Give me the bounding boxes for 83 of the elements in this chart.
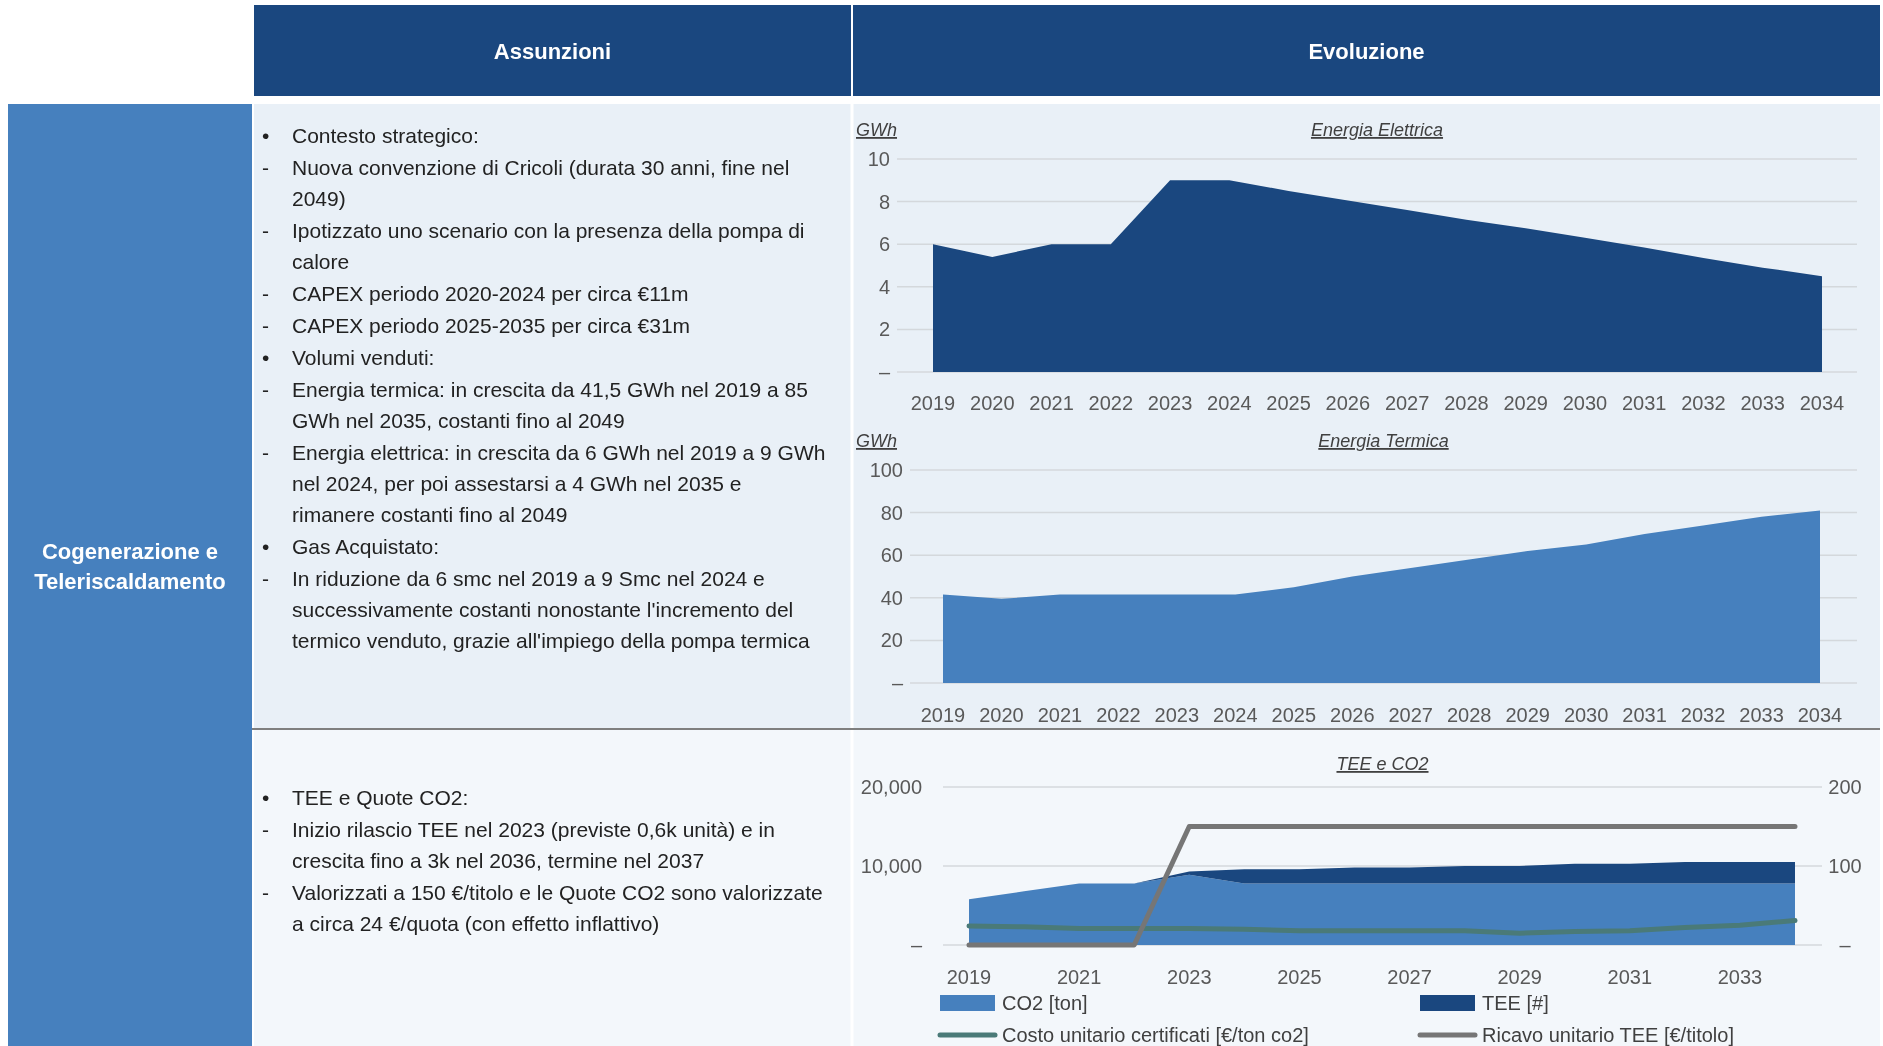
x-tick-label: 2021 [1029, 392, 1074, 414]
x-tick-label: 2021 [1056, 966, 1102, 988]
x-tick-label: 2031 [1622, 704, 1667, 726]
text: • TEE e Quote CO2: [262, 786, 469, 809]
text: - Ipotizzato uno scenario con la presenza della pompa di calore [262, 219, 805, 273]
x-tick-label: 2020 [970, 392, 1015, 414]
x-tick-label: 2032 [1681, 392, 1726, 414]
x-tick-label: 2023 [1147, 392, 1193, 414]
text: - CAPEX periodo 2020-2024 per circa €11m [262, 282, 689, 305]
y2-tick-label: – [1839, 934, 1852, 956]
x-tick-label: 2030 [1563, 704, 1609, 726]
text: • Gas Acquistato: [262, 535, 440, 558]
x-tick-label: 2024 [1213, 704, 1258, 726]
x-tick-label: 2027 [1387, 966, 1432, 988]
x-tick-label: 2031 [1621, 392, 1667, 414]
legend-label: Costo unitario certificati [€/ton co2] [1002, 1024, 1309, 1046]
x-tick-label: 2020 [979, 704, 1024, 726]
x-tick-label: 2024 [1207, 392, 1252, 414]
text: - In riduzione da 6 smc nel 2019 a 9 Smc nel 2024 e successivamente costanti nonostante l'incremento del termico venduto, grazie all'impiego della pompa termica [262, 567, 810, 652]
x-tick-label: 2028 [1444, 392, 1489, 414]
chart-title: Energia Elettrica [1310, 120, 1444, 140]
y-tick-label: 6 [878, 233, 890, 256]
text: • Volumi venduti: [262, 346, 435, 369]
text: Cogenerazione e Teleriscaldamento [34, 539, 226, 594]
x-tick-label: 2027 [1384, 392, 1430, 414]
x-tick-label: 2034 [1797, 704, 1843, 726]
x-tick-label: 2019 [920, 704, 966, 726]
legend-label: CO2 [ton] [1002, 992, 1088, 1014]
x-tick-label: 2026 [1325, 392, 1371, 414]
y-tick-label: 60 [880, 544, 903, 567]
text: Evoluzione [1308, 38, 1425, 64]
x-tick-label: 2025 [1271, 704, 1317, 726]
x-tick-label: 2022 [1096, 704, 1141, 726]
y-tick-label: – [910, 934, 923, 956]
x-tick-label: 2027 [1388, 704, 1433, 726]
x-tick-label: 2029 [1503, 392, 1548, 414]
y-tick-label: 20 [880, 629, 903, 652]
x-tick-label: 2032 [1680, 704, 1726, 726]
text: Assunzioni [493, 38, 612, 64]
x-tick-label: 2029 [1497, 966, 1542, 988]
y2-tick-label: 200 [1828, 776, 1862, 798]
legend-label: Ricavo unitario TEE [€/titolo] [1482, 1024, 1734, 1046]
chart-title: TEE e CO2 [1336, 754, 1429, 774]
y-tick-label: 4 [878, 275, 890, 298]
x-tick-label: 2025 [1277, 966, 1322, 988]
y-tick-label: 20,000 [860, 776, 922, 798]
x-tick-label: 2021 [1037, 704, 1083, 726]
y2-tick-label: 100 [1828, 855, 1862, 877]
text: - Valorizzati a 150 €/titolo e le Quote CO2 sono valorizzate a circa 24 €/quota (con effetto inflattivo) [262, 881, 823, 935]
text: • Contesto strategico: [262, 124, 479, 147]
y-tick-label: 10 [867, 148, 890, 170]
x-tick-label: 2019 [946, 966, 992, 988]
x-tick-label: 2019 [910, 392, 956, 414]
x-tick-label: 2033 [1717, 966, 1763, 988]
chart-title: Energia Termica [1318, 431, 1449, 451]
x-tick-label: 2026 [1330, 704, 1375, 726]
x-tick-label: 2022 [1088, 392, 1134, 414]
text: - Energia elettrica: in crescita da 6 GWh nel 2019 a 9 GWh nel 2024, per poi assestarsi a 4 GWh nel 2035 e rimanere costanti fino al 2049 [262, 441, 826, 526]
x-tick-label: 2031 [1607, 966, 1653, 988]
y-tick-label: 40 [880, 586, 903, 609]
x-tick-label: 2028 [1446, 704, 1492, 726]
x-tick-label: 2025 [1266, 392, 1311, 414]
y-tick-label: – [891, 672, 904, 694]
y-axis-title: GWh [856, 431, 898, 451]
legend-label: TEE [#] [1482, 992, 1549, 1014]
y-tick-label: 2 [878, 318, 890, 341]
y-axis-title: GWh [856, 120, 898, 140]
y-tick-label: 80 [880, 501, 903, 524]
x-tick-label: 2033 [1739, 704, 1784, 726]
x-tick-label: 2034 [1799, 392, 1845, 414]
x-tick-label: 2030 [1562, 392, 1608, 414]
text: - CAPEX periodo 2025-2035 per circa €31m [262, 314, 691, 337]
y-tick-label: 8 [878, 190, 890, 213]
x-tick-label: 2023 [1167, 966, 1212, 988]
text: - Inizio rilascio TEE nel 2023 (previste 0,6k unità) e in crescita fino a 3k nel 2036, termine nel 2037 [262, 818, 775, 872]
x-tick-label: 2029 [1505, 704, 1550, 726]
x-tick-label: 2033 [1740, 392, 1785, 414]
x-tick-label: 2023 [1154, 704, 1200, 726]
text: - Nuova convenzione di Cricoli (durata 30 anni, fine nel 2049) [262, 156, 790, 210]
text: - Energia termica: in crescita da 41,5 GWh nel 2019 a 85 GWh nel 2035, costanti fino al 2049 [262, 378, 808, 432]
y-tick-label: 100 [869, 459, 903, 481]
y-tick-label: 10,000 [860, 855, 922, 877]
y-tick-label: – [878, 361, 891, 383]
